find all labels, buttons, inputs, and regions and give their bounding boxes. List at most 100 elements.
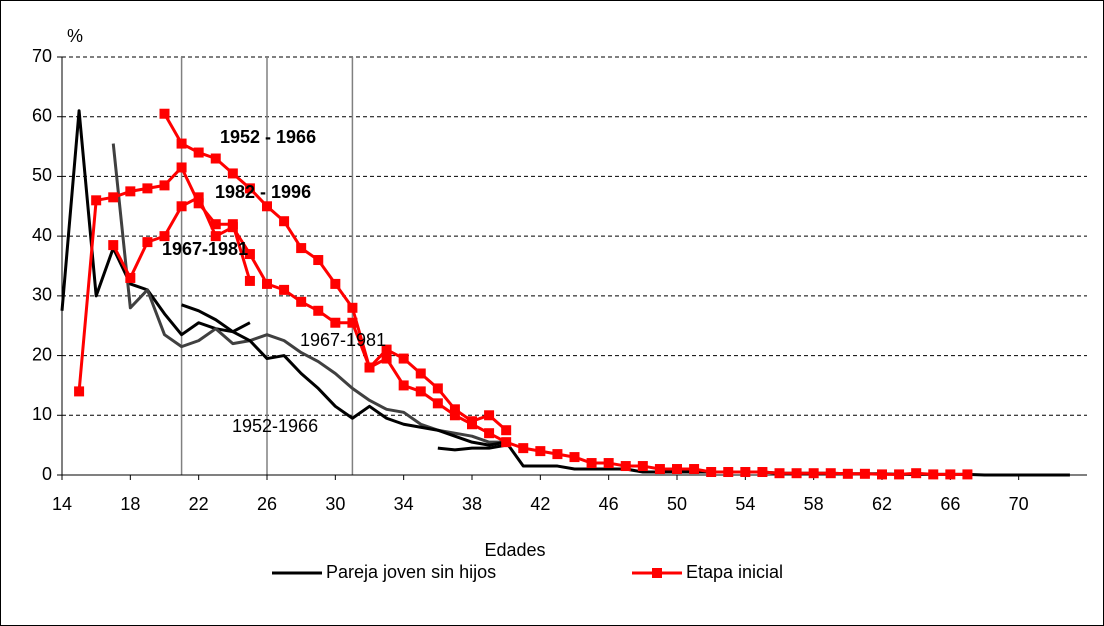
x-tick-label: 50 [667,494,687,514]
marker [210,153,221,164]
marker [142,237,153,248]
marker [586,458,597,469]
marker [398,380,409,391]
marker [108,240,119,251]
marker [159,231,170,242]
x-tick-label: 14 [52,494,72,514]
x-axis-label: Edades [484,540,545,560]
marker [193,198,204,209]
marker [689,464,700,475]
y-axis-label: % [67,26,83,46]
marker [313,255,324,266]
marker [945,469,956,480]
marker [518,443,529,454]
marker [398,353,409,364]
y-tick-label: 10 [32,404,52,424]
marker [552,449,563,460]
marker [603,458,614,469]
marker [842,468,853,479]
marker [210,219,221,230]
x-tick-label: 34 [394,494,414,514]
marker [125,186,136,197]
marker [193,192,204,203]
marker [227,222,238,233]
y-tick-label: 50 [32,165,52,185]
annotation: 1967-1981 [162,239,248,259]
marker [415,368,426,379]
marker [176,201,187,212]
marker [825,468,836,479]
marker [535,446,546,457]
marker [808,468,819,479]
y-tick-label: 40 [32,225,52,245]
marker [467,419,477,430]
marker [484,410,495,421]
marker [859,468,870,479]
x-tick-label: 54 [735,494,755,514]
legend-label: Pareja joven sin hijos [326,562,496,582]
x-tick-label: 46 [599,494,619,514]
marker [244,249,255,260]
y-tick-label: 0 [42,464,52,484]
marker [364,362,375,373]
marker [296,243,307,254]
marker [449,410,460,421]
marker [142,183,153,194]
marker [501,437,512,448]
x-tick-label: 26 [257,494,277,514]
marker [432,383,443,394]
marker [91,195,102,206]
marker [962,469,973,480]
marker [432,398,443,409]
marker [740,467,751,478]
annotation: 1982 - 1996 [215,182,311,202]
marker [210,231,221,242]
annotation: 1952-1966 [232,416,318,436]
x-tick-label: 62 [872,494,892,514]
marker [176,138,187,149]
marker [262,278,272,289]
legend-label: Etapa inicial [686,562,783,582]
annotation: 1952 - 1966 [220,127,316,147]
x-tick-label: 42 [530,494,550,514]
marker [262,201,272,212]
marker [125,272,136,283]
marker [330,278,341,289]
marker [279,284,290,295]
marker [347,302,358,313]
y-tick-label: 70 [32,46,52,66]
legend-marker [652,568,662,578]
marker [894,469,905,480]
marker [706,467,717,478]
x-tick-label: 18 [120,494,140,514]
marker [877,469,887,480]
marker [791,468,802,479]
marker [193,147,204,158]
marker [330,317,341,328]
marker [74,386,85,397]
series-line [437,443,507,452]
marker [108,192,119,203]
marker [244,275,255,286]
x-tick-label: 38 [462,494,482,514]
x-tick-label: 30 [325,494,345,514]
marker [484,428,495,439]
y-tick-label: 30 [32,285,52,305]
marker [620,461,631,472]
marker [227,168,238,179]
marker [279,216,290,227]
marker [415,386,426,397]
marker [637,461,648,472]
marker [381,353,392,364]
marker [313,305,324,316]
marker [159,108,170,119]
x-tick-label: 58 [804,494,824,514]
marker [757,467,768,478]
marker [381,344,392,355]
x-tick-label: 66 [940,494,960,514]
marker [911,468,922,479]
y-tick-label: 60 [32,105,52,125]
marker [774,468,785,479]
